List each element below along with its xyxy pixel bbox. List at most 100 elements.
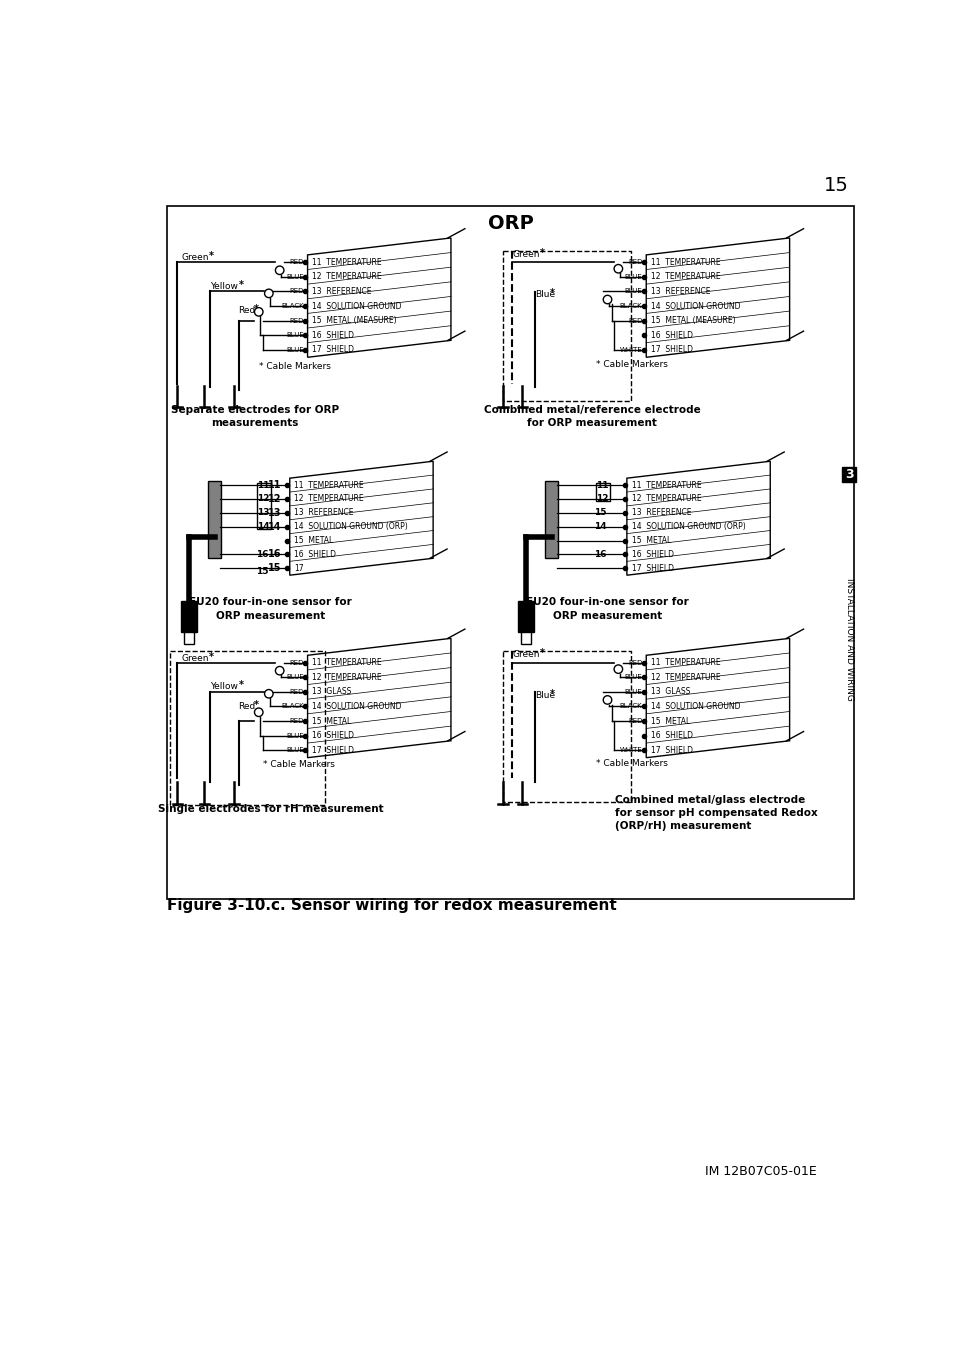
Text: 14  SOLUTION GROUND: 14 SOLUTION GROUND <box>312 701 401 711</box>
Text: 17  SHIELD: 17 SHIELD <box>312 345 354 355</box>
Text: RED: RED <box>627 718 641 724</box>
Text: 14  SOLUTION GROUND (ORP): 14 SOLUTION GROUND (ORP) <box>294 523 408 531</box>
Text: 11  TEMPERATURE: 11 TEMPERATURE <box>631 481 700 490</box>
Text: 16  SHIELD: 16 SHIELD <box>631 550 673 559</box>
Text: RED: RED <box>289 259 303 265</box>
Text: * Cable Markers: * Cable Markers <box>258 362 331 371</box>
Text: 12  TEMPERATURE: 12 TEMPERATURE <box>312 673 381 681</box>
Text: 14  SOLUTION GROUND: 14 SOLUTION GROUND <box>650 701 740 711</box>
Text: 15  METAL (MEASURE): 15 METAL (MEASURE) <box>650 317 735 325</box>
Text: RED: RED <box>289 689 303 695</box>
Text: RED: RED <box>289 318 303 324</box>
Text: BLUE: BLUE <box>286 733 303 739</box>
Text: 17  SHIELD: 17 SHIELD <box>650 345 692 355</box>
Text: Combined metal/reference electrode
for ORP measurement: Combined metal/reference electrode for O… <box>483 405 700 428</box>
Text: Combined metal/glass electrode
for sensor pH compensated Redox
(ORP/rH) measurem: Combined metal/glass electrode for senso… <box>615 795 817 831</box>
Text: * Cable Markers: * Cable Markers <box>596 360 667 368</box>
Text: 11: 11 <box>257 481 270 490</box>
Text: 14: 14 <box>268 521 281 532</box>
Text: 15: 15 <box>822 176 847 195</box>
Text: 11  TEMPERATURE: 11 TEMPERATURE <box>650 658 720 668</box>
Text: 13  REFERENCE: 13 REFERENCE <box>312 287 372 297</box>
Text: BLUE: BLUE <box>624 274 641 280</box>
Text: Red: Red <box>238 306 255 315</box>
Text: Red: Red <box>238 701 255 711</box>
Text: 16  SHIELD: 16 SHIELD <box>650 731 692 741</box>
Bar <box>181 601 196 632</box>
Text: BLUE: BLUE <box>286 747 303 753</box>
Text: 13  GLASS: 13 GLASS <box>650 688 690 696</box>
Bar <box>502 651 630 802</box>
Text: 3: 3 <box>844 468 853 481</box>
Text: ORP: ORP <box>487 214 533 233</box>
Text: IM 12B07C05-01E: IM 12B07C05-01E <box>704 1164 816 1178</box>
Text: 14: 14 <box>256 523 270 531</box>
Text: Single electrodes for rH measurement: Single electrodes for rH measurement <box>157 804 383 814</box>
Text: * Cable Markers: * Cable Markers <box>262 760 335 769</box>
Text: Figure 3-10.c. Sensor wiring for redox measurement: Figure 3-10.c. Sensor wiring for redox m… <box>167 898 617 913</box>
Text: *: * <box>539 649 544 658</box>
Bar <box>502 250 630 401</box>
Text: 16  SHIELD: 16 SHIELD <box>312 330 354 340</box>
Text: RED: RED <box>289 288 303 294</box>
Text: RED: RED <box>627 259 641 265</box>
Text: 15: 15 <box>594 508 606 517</box>
Text: 15  METAL: 15 METAL <box>650 716 689 726</box>
Text: 12  TEMPERATURE: 12 TEMPERATURE <box>294 494 364 504</box>
Text: 13: 13 <box>257 508 270 517</box>
Text: 17  SHIELD: 17 SHIELD <box>312 746 354 756</box>
Text: Green: Green <box>512 249 539 259</box>
Text: BLACK: BLACK <box>619 303 641 309</box>
Text: Green: Green <box>181 654 209 663</box>
Text: BLUE: BLUE <box>624 674 641 680</box>
Text: RED: RED <box>289 718 303 724</box>
Text: Blue: Blue <box>534 290 555 299</box>
Text: 15: 15 <box>268 563 281 573</box>
Text: 12: 12 <box>268 494 281 504</box>
Text: 13  REFERENCE: 13 REFERENCE <box>650 287 710 297</box>
Text: 12: 12 <box>596 494 608 504</box>
Text: WHITE: WHITE <box>619 347 641 353</box>
Text: 12  TEMPERATURE: 12 TEMPERATURE <box>650 272 720 282</box>
Bar <box>596 483 609 501</box>
Text: 14  SOLUTION GROUND: 14 SOLUTION GROUND <box>312 302 401 310</box>
Text: RED: RED <box>627 318 641 324</box>
Text: Green: Green <box>181 253 209 263</box>
Text: WHITE: WHITE <box>619 747 641 753</box>
Text: 13  REFERENCE: 13 REFERENCE <box>294 508 354 517</box>
Text: BLUE: BLUE <box>286 332 303 338</box>
Text: 17: 17 <box>294 563 304 573</box>
Text: 15  METAL: 15 METAL <box>312 716 351 726</box>
Text: 12  TEMPERATURE: 12 TEMPERATURE <box>631 494 700 504</box>
Text: 17  SHIELD: 17 SHIELD <box>631 563 673 573</box>
Bar <box>521 632 530 643</box>
Text: 13  GLASS: 13 GLASS <box>312 688 352 696</box>
Bar <box>184 632 193 643</box>
Text: BLACK: BLACK <box>281 303 303 309</box>
Text: 12  TEMPERATURE: 12 TEMPERATURE <box>312 272 381 282</box>
Bar <box>257 483 271 529</box>
Text: Yellow: Yellow <box>210 282 237 291</box>
Text: 15  METAL: 15 METAL <box>631 536 670 546</box>
Text: 14  SOLUTION GROUND (ORP): 14 SOLUTION GROUND (ORP) <box>631 523 744 531</box>
Text: 11  TEMPERATURE: 11 TEMPERATURE <box>294 481 364 490</box>
Text: 16  SHIELD: 16 SHIELD <box>294 550 336 559</box>
Text: BLUE: BLUE <box>286 674 303 680</box>
Text: BLACK: BLACK <box>619 704 641 709</box>
Text: 11  TEMPERATURE: 11 TEMPERATURE <box>650 257 720 267</box>
Text: 16: 16 <box>268 550 281 559</box>
Text: RED: RED <box>289 659 303 666</box>
Text: 16: 16 <box>255 550 268 559</box>
Text: 12: 12 <box>257 494 270 504</box>
Text: *: * <box>550 689 555 699</box>
Bar <box>167 206 853 899</box>
Text: 15  METAL: 15 METAL <box>294 536 334 546</box>
Text: BLUE: BLUE <box>624 288 641 294</box>
Text: 12  TEMPERATURE: 12 TEMPERATURE <box>650 673 720 681</box>
Text: BLUE: BLUE <box>286 347 303 353</box>
Text: *: * <box>208 252 213 261</box>
Text: 13  REFERENCE: 13 REFERENCE <box>631 508 690 517</box>
Text: 17  SHIELD: 17 SHIELD <box>650 746 692 756</box>
Text: 11  TEMPERATURE: 11 TEMPERATURE <box>312 257 381 267</box>
Text: 16  SHIELD: 16 SHIELD <box>650 330 692 340</box>
